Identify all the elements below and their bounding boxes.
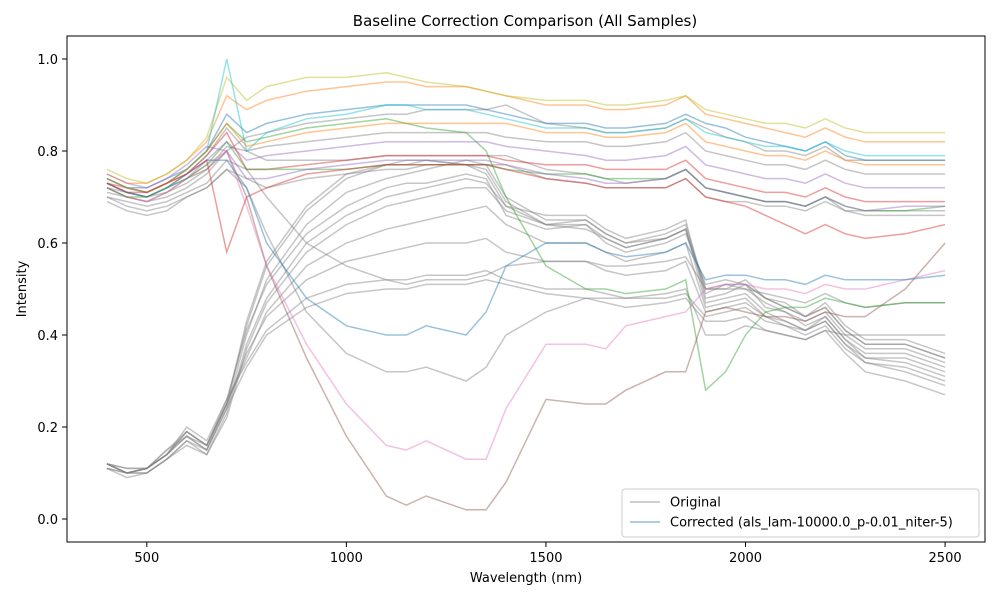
x-axis-label: Wavelength (nm) xyxy=(470,571,582,586)
corrected-line-11 xyxy=(106,122,946,194)
x-tick-label: 2000 xyxy=(729,551,762,566)
x-tick-label: 1500 xyxy=(529,551,562,566)
corrected-line-13 xyxy=(106,158,946,255)
original-line-8 xyxy=(106,237,946,474)
original-line-12 xyxy=(106,159,946,309)
corrected-line-1 xyxy=(106,81,946,184)
corrected-line-4 xyxy=(106,140,946,198)
corrected-line-0 xyxy=(106,104,946,189)
corrected-line-10 xyxy=(106,159,946,336)
corrected-line-12 xyxy=(106,140,946,212)
y-tick-label: 0.4 xyxy=(37,329,58,344)
legend-label-0: Original xyxy=(670,496,721,511)
x-tick-label: 1000 xyxy=(330,551,363,566)
plot-frame xyxy=(66,35,986,543)
y-tick-label: 0.2 xyxy=(37,421,58,436)
chart-title: Baseline Correction Comparison (All Samp… xyxy=(353,12,697,30)
original-line-1 xyxy=(106,159,946,474)
corrected-line-8 xyxy=(106,72,946,184)
y-tick-label: 0.6 xyxy=(37,237,58,252)
corrected-line-5 xyxy=(106,149,946,511)
legend-box xyxy=(621,488,980,538)
original-line-13 xyxy=(106,145,946,212)
corrected-line-6 xyxy=(106,149,946,460)
original-line-7 xyxy=(106,279,946,474)
original-line-11 xyxy=(106,168,946,382)
y-tick-label: 0.0 xyxy=(37,513,58,528)
original-line-3 xyxy=(106,173,946,470)
original-line-10 xyxy=(106,104,946,203)
original-line-6 xyxy=(106,269,946,474)
original-line-0 xyxy=(106,159,946,474)
legend-label-1: Corrected (als_lam-10000.0_p-0.01_niter-… xyxy=(670,516,953,531)
corrected-line-7 xyxy=(106,126,946,198)
x-tick-label: 2500 xyxy=(929,551,962,566)
y-tick-label: 0.8 xyxy=(37,145,58,160)
x-tick-label: 500 xyxy=(134,551,159,566)
original-line-9 xyxy=(106,159,946,470)
corrected-line-9 xyxy=(106,58,946,194)
y-axis-label: Intensity xyxy=(15,260,30,317)
corrected-line-14 xyxy=(106,145,946,212)
y-tick-label: 1.0 xyxy=(37,53,58,68)
y-axis: 0.0 0.2 0.4 0.6 0.8 1.0 xyxy=(37,53,67,528)
corrected-line-2 xyxy=(106,118,946,392)
original-line-14 xyxy=(106,164,946,217)
corrected-line-3 xyxy=(106,131,946,203)
original-line-4 xyxy=(106,187,946,479)
original-line-5 xyxy=(106,205,946,474)
legend: Original Corrected (als_lam-10000.0_p-0.0… xyxy=(621,488,980,538)
original-line-2 xyxy=(106,177,946,474)
plot-lines xyxy=(106,58,946,511)
x-axis: 500 1000 1500 2000 2500 xyxy=(134,542,962,566)
